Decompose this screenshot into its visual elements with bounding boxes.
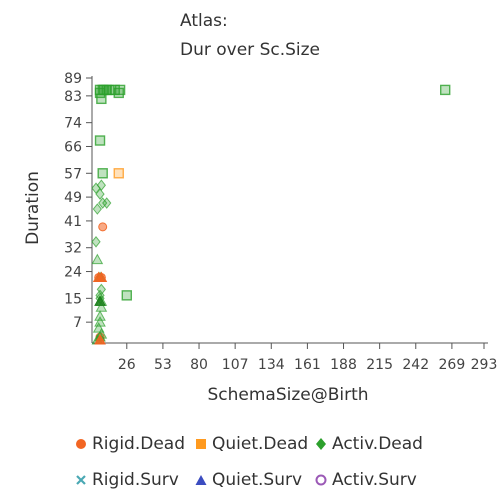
y-tick-label: 66	[64, 139, 82, 155]
legend-label: Quiet.Dead	[212, 434, 309, 454]
highlight-point	[94, 295, 106, 306]
square-point	[440, 84, 451, 96]
y-tick-label: 74	[64, 116, 82, 132]
triangle-marker-icon	[195, 475, 207, 485]
x-axis-label: SchemaSize@Birth	[207, 385, 368, 405]
y-tick-label: 57	[64, 166, 82, 182]
legend-item-rigid-surv[interactable]: Rigid.Surv	[74, 470, 194, 490]
diamond-point	[91, 235, 101, 248]
legend-label: Rigid.Surv	[92, 470, 179, 490]
legend-label: Quiet.Surv	[212, 470, 303, 490]
legend-label: Activ.Dead	[332, 434, 423, 454]
chart-legend: Rigid.Dead Quiet.Dead Activ.Dead Rigid.S…	[74, 426, 474, 498]
plot-area: 7 15 24 32 41 49 57 66 74 83 89 26 53 80 107 134 161 188 2…	[64, 71, 497, 373]
legend-label: Activ.Surv	[332, 470, 417, 490]
y-tick-label: 49	[64, 190, 82, 206]
x-tick-label: 161	[294, 357, 321, 373]
square-point	[113, 87, 124, 99]
square-point	[114, 84, 126, 96]
legend-item-activ-surv[interactable]: Activ.Surv	[314, 470, 434, 490]
square-point	[97, 168, 108, 179]
chart-title: Atlas:	[180, 11, 228, 31]
x-tick-label: 269	[439, 357, 466, 373]
y-tick-label: 32	[64, 241, 82, 257]
circle-marker-icon	[76, 439, 86, 449]
square-point	[121, 290, 132, 301]
diamond-point	[92, 203, 102, 215]
legend-row: Rigid.Dead Quiet.Dead Activ.Dead	[74, 426, 474, 462]
y-tick-label: 15	[64, 291, 82, 307]
circle-point	[98, 222, 108, 232]
highlight-point	[95, 271, 108, 282]
square-point	[96, 93, 107, 105]
y-tick-label: 89	[64, 71, 82, 87]
x-tick-label: 215	[366, 357, 393, 373]
x-tick-label: 188	[330, 357, 357, 373]
legend-item-rigid-dead[interactable]: Rigid.Dead	[74, 434, 194, 454]
diamond-point	[96, 179, 107, 191]
diamond-point	[95, 188, 105, 200]
triangle-point	[95, 301, 108, 312]
triangle-point	[91, 253, 104, 265]
x-tick-label: 80	[190, 357, 208, 373]
triangle-point	[94, 316, 106, 327]
square-point	[94, 135, 106, 146]
x-tick-label: 107	[222, 357, 249, 373]
diamond-point	[96, 283, 107, 296]
x-tick-label: 53	[154, 357, 172, 373]
highlight-point	[94, 333, 106, 345]
x-tick-label: 134	[258, 357, 285, 373]
x-tick-label: 293	[471, 357, 498, 373]
y-tick-label: 41	[64, 214, 82, 230]
y-axis-label: Duration	[23, 171, 43, 245]
open-circle-marker-icon	[315, 474, 327, 486]
y-tick-label: 24	[64, 265, 82, 281]
legend-item-quiet-dead[interactable]: Quiet.Dead	[194, 434, 314, 454]
diamond-marker-icon	[316, 438, 326, 450]
y-tick-label: 83	[64, 89, 82, 105]
triangle-point	[94, 310, 106, 321]
chart-subtitle: Dur over Sc.Size	[180, 40, 320, 60]
x-tick-label: 26	[118, 357, 136, 373]
y-tick-label: 7	[73, 315, 82, 331]
legend-item-activ-dead[interactable]: Activ.Dead	[314, 434, 434, 454]
legend-row: Rigid.Surv Quiet.Surv Activ.Surv	[74, 462, 474, 498]
x-tick-label: 242	[402, 357, 429, 373]
diamond-point	[102, 197, 112, 209]
square-marker-icon	[196, 439, 206, 449]
legend-label: Rigid.Dead	[92, 434, 186, 454]
x-marker-icon	[76, 475, 86, 485]
square-point	[113, 168, 124, 179]
triangle-point	[92, 322, 105, 333]
legend-item-quiet-surv[interactable]: Quiet.Surv	[194, 470, 314, 490]
